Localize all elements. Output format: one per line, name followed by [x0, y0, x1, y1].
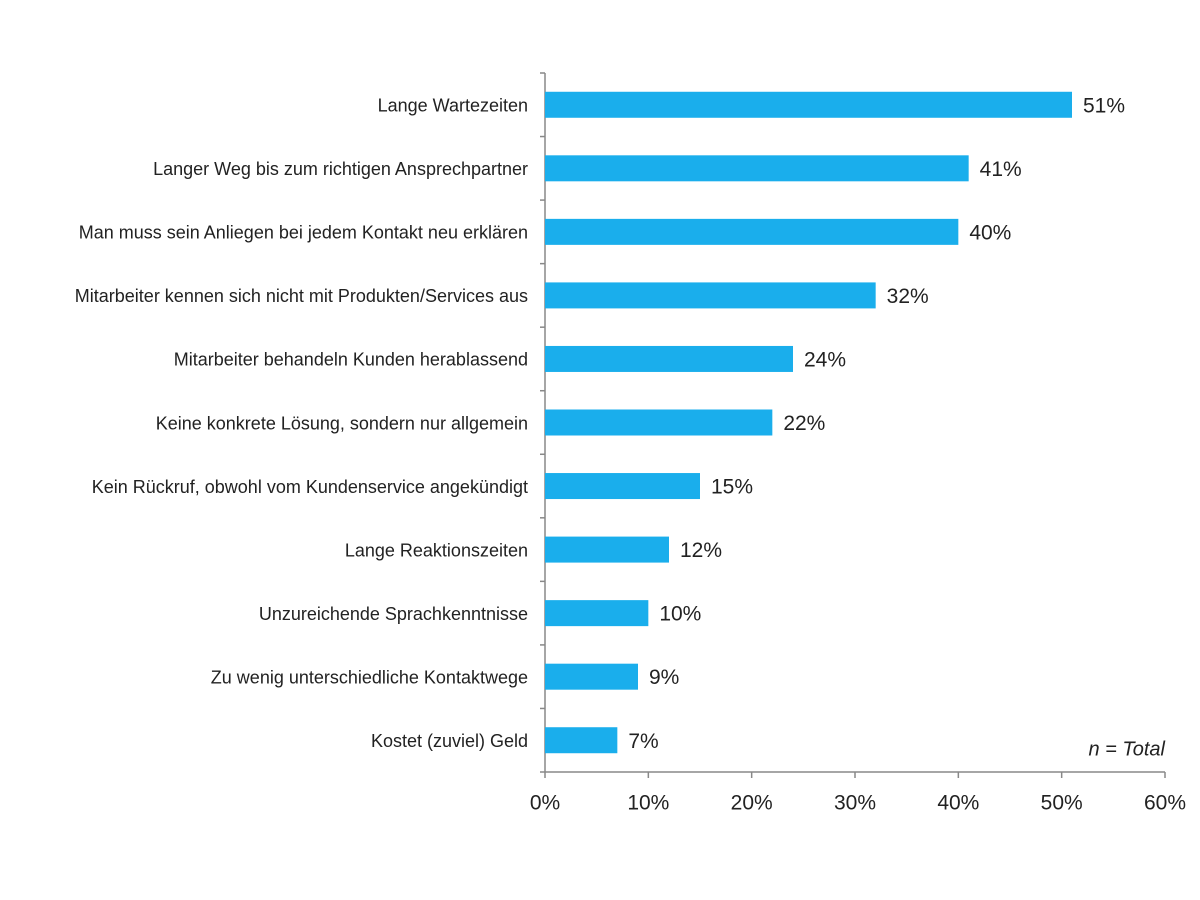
- value-label: 12%: [680, 539, 722, 562]
- x-tick-label: 60%: [1144, 792, 1186, 815]
- x-tick-label: 10%: [627, 792, 669, 815]
- category-label: Kein Rückruf, obwohl vom Kundenservice a…: [92, 477, 528, 497]
- annotation: n = Total: [1088, 738, 1165, 760]
- category-label: Lange Wartezeiten: [378, 96, 528, 116]
- category-label: Man muss sein Anliegen bei jedem Kontakt…: [79, 223, 528, 243]
- value-label: 7%: [628, 730, 658, 753]
- bar: [545, 600, 649, 627]
- bar: [545, 218, 959, 245]
- value-label: 22%: [783, 412, 825, 435]
- bar: [545, 536, 669, 563]
- bar: [545, 409, 773, 436]
- bar: [545, 91, 1072, 118]
- category-label: Mitarbeiter behandeln Kunden herablassen…: [174, 350, 528, 370]
- category-label: Mitarbeiter kennen sich nicht mit Produk…: [75, 286, 528, 306]
- value-label: 15%: [711, 476, 753, 499]
- bar: [545, 663, 638, 690]
- category-label: Unzureichende Sprachkenntnisse: [259, 604, 528, 624]
- x-tick-label: 50%: [1041, 792, 1083, 815]
- x-tick-label: 20%: [731, 792, 773, 815]
- bar: [545, 155, 969, 182]
- category-label: Langer Weg bis zum richtigen Ansprechpar…: [153, 159, 528, 179]
- category-label: Keine konkrete Lösung, sondern nur allge…: [156, 413, 528, 433]
- bar: [545, 727, 618, 754]
- x-tick-label: 30%: [834, 792, 876, 815]
- x-tick-label: 40%: [937, 792, 979, 815]
- category-label: Kostet (zuviel) Geld: [371, 731, 528, 751]
- value-label: 9%: [649, 666, 679, 689]
- category-label: Lange Reaktionszeiten: [345, 540, 528, 560]
- value-label: 24%: [804, 349, 846, 372]
- value-label: 41%: [980, 158, 1022, 181]
- x-tick-label: 0%: [530, 792, 560, 815]
- bar: [545, 473, 700, 500]
- bar: [545, 345, 793, 372]
- value-label: 51%: [1083, 94, 1125, 117]
- category-label: Zu wenig unterschiedliche Kontaktwege: [211, 667, 528, 687]
- bar: [545, 282, 876, 309]
- value-label: 10%: [659, 603, 701, 626]
- value-label: 40%: [969, 221, 1011, 244]
- value-label: 32%: [887, 285, 929, 308]
